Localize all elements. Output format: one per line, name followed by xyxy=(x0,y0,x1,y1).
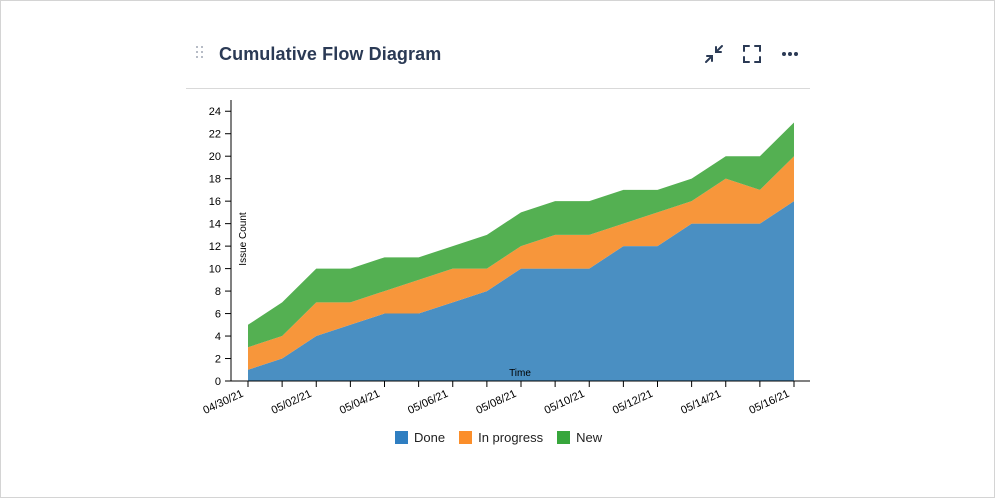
legend-item-in-progress[interactable]: In progress xyxy=(459,430,543,445)
more-options-button[interactable] xyxy=(778,43,802,65)
y-tick-label: 20 xyxy=(209,151,221,163)
x-tick-label: 05/02/21 xyxy=(270,388,314,417)
area-in-progress xyxy=(248,156,794,370)
drag-handle-icon[interactable] xyxy=(196,46,204,60)
area-new xyxy=(248,122,794,348)
legend-label-new: New xyxy=(576,430,603,445)
legend-swatch-done xyxy=(395,431,408,444)
more-options-icon xyxy=(782,52,798,56)
legend-item-done[interactable]: Done xyxy=(395,430,445,445)
header-actions xyxy=(702,43,802,65)
fullscreen-icon xyxy=(743,45,761,63)
x-tick-label: 05/12/21 xyxy=(611,388,655,417)
y-tick-label: 6 xyxy=(215,309,221,321)
collapse-button[interactable] xyxy=(702,43,726,65)
y-axis-label: Issue Count xyxy=(238,212,249,266)
y-tick-label: 8 xyxy=(215,286,221,298)
y-tick-label: 18 xyxy=(209,174,221,186)
y-tick-label: 4 xyxy=(215,331,221,343)
gadget-title: Cumulative Flow Diagram xyxy=(219,44,442,64)
x-tick-label: 05/08/21 xyxy=(474,388,518,417)
y-tick-label: 10 xyxy=(209,264,221,276)
legend-swatch-in-progress xyxy=(459,431,473,444)
y-tick-label: 0 xyxy=(215,376,221,388)
collapse-icon xyxy=(705,45,723,63)
x-tick-label: 05/16/21 xyxy=(747,388,791,417)
x-tick-label: 05/14/21 xyxy=(679,388,723,417)
y-tick-label: 24 xyxy=(209,106,221,118)
legend-swatch-new xyxy=(557,431,571,444)
fullscreen-button[interactable] xyxy=(740,43,764,65)
x-tick-label: 05/04/21 xyxy=(338,388,382,417)
x-tick-label: 05/10/21 xyxy=(543,388,587,417)
y-tick-label: 22 xyxy=(209,129,221,141)
x-tick-label: 04/30/21 xyxy=(201,388,245,417)
legend-item-new[interactable]: New xyxy=(557,430,602,445)
y-tick-label: 16 xyxy=(209,196,221,208)
x-tick-label: 05/06/21 xyxy=(406,388,450,417)
chart-legend: Done In progress New xyxy=(395,430,602,445)
legend-label-done: Done xyxy=(414,430,446,445)
x-axis-label: Time xyxy=(509,368,531,379)
legend-label-in-progress: In progress xyxy=(478,430,544,445)
y-tick-label: 2 xyxy=(215,354,221,366)
y-tick-label: 14 xyxy=(209,219,221,231)
gadget-header: Cumulative Flow Diagram xyxy=(186,36,810,89)
y-tick-label: 12 xyxy=(209,241,221,253)
